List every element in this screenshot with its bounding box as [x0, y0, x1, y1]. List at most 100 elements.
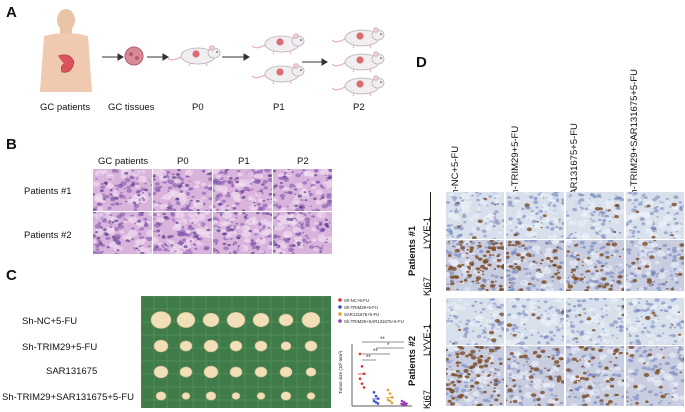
tumor — [280, 391, 292, 401]
significance-label: * — [387, 343, 390, 349]
label-p2: P2 — [353, 102, 365, 113]
ihc-image-r2-c3 — [566, 240, 624, 291]
ihc-image-r2-c1 — [446, 240, 504, 291]
data-point — [358, 352, 362, 356]
c-group-4: Sh-TRIM29+SAR131675+5-FU — [2, 392, 135, 403]
legend-label: SAR131675+5-FU — [344, 312, 379, 317]
legend-label: Sh-TRIM29+SAR131675+5-FU — [344, 319, 404, 324]
tumor — [176, 312, 196, 328]
mouse-p2a-icon — [331, 26, 385, 49]
tissue-icon — [124, 46, 144, 66]
panel-b-letter: B — [6, 136, 17, 153]
ihc-image-r4-c4 — [626, 346, 684, 406]
he-image-r2-c2 — [152, 211, 213, 255]
b-row-2: Patients #2 — [24, 230, 72, 241]
ihc-image-r1-c2 — [506, 192, 564, 239]
tumor — [202, 312, 220, 328]
panel-c-letter: C — [6, 267, 17, 284]
label-gc-patients: GC patients — [40, 102, 91, 113]
label-gc-tissues: GC tissues — [108, 102, 155, 113]
tumor — [179, 366, 193, 378]
tumor-size-scatter-chart: Sh-NC+5-FU Sh-TRIM29+5-FU SAR131675+5-FU Sh… — [338, 298, 412, 407]
b-col-gc: GC patients — [98, 156, 149, 167]
he-image-r1-c2 — [152, 168, 213, 212]
mouse-p1a-icon — [251, 32, 305, 55]
data-point — [388, 392, 392, 395]
d-patient-2: Patients #2 — [407, 335, 418, 386]
data-point — [374, 400, 378, 404]
d-patient-1: Patients #1 — [407, 225, 418, 276]
tumor — [181, 392, 191, 400]
tumor — [304, 340, 318, 352]
b-col-p0: P0 — [177, 156, 189, 167]
c-group-3: SAR131675 — [46, 366, 98, 377]
data-point — [402, 400, 406, 404]
data-point — [388, 399, 392, 403]
panel-d-letter: D — [416, 54, 427, 71]
tumor — [150, 311, 172, 329]
tumor — [301, 312, 321, 328]
ihc-image-r3-c3 — [566, 298, 624, 345]
tumor — [231, 392, 241, 400]
legend-marker — [338, 312, 342, 316]
d-stain-ki67-2: Ki67 — [422, 389, 433, 409]
ihc-image-r1-c4 — [626, 192, 684, 239]
data-point — [390, 401, 394, 405]
c-group-2: Sh-TRIM29+5-FU — [22, 342, 98, 353]
significance-label: ** — [366, 355, 371, 361]
mouse-p0-icon — [167, 44, 221, 67]
ihc-image-r1-c3 — [566, 192, 624, 239]
data-point — [400, 399, 404, 403]
data-point — [358, 377, 362, 381]
he-image-r1-c4 — [272, 168, 333, 212]
tumor — [256, 392, 266, 400]
ihc-image-r3-c1 — [446, 298, 504, 345]
label-p1: P1 — [273, 102, 285, 113]
legend-marker — [338, 319, 342, 323]
tumor-photo — [141, 296, 331, 408]
d-col-3: SAR131675+5-FU — [569, 123, 580, 201]
tumor — [153, 339, 169, 353]
data-point — [362, 386, 366, 389]
ihc-image-r2-c4 — [626, 240, 684, 291]
b-col-p1: P1 — [238, 156, 250, 167]
mouse-p1b-icon — [251, 62, 305, 85]
data-point — [402, 403, 406, 407]
ihc-image-r4-c2 — [506, 346, 564, 406]
tumor — [226, 312, 246, 328]
tumor — [203, 365, 219, 379]
c-group-1: Sh-NC+5-FU — [22, 316, 78, 327]
he-image-r1-c3 — [212, 168, 273, 212]
mouse-p2b-icon — [331, 50, 385, 73]
he-image-r2-c4 — [272, 211, 333, 255]
panel-a-letter: A — [6, 4, 17, 21]
panel-a-schematic — [40, 9, 385, 97]
data-point — [376, 402, 380, 405]
tumor — [254, 340, 268, 352]
data-point — [360, 365, 364, 368]
ihc-image-r2-c2 — [506, 240, 564, 291]
y-axis-label: Tumor size (10³ mm³) — [338, 350, 343, 394]
legend-marker — [338, 305, 342, 309]
ihc-image-r4-c3 — [566, 346, 624, 406]
tumor — [153, 365, 169, 379]
he-image-r1-c1 — [92, 168, 153, 212]
tumor — [278, 313, 294, 327]
tumor — [280, 341, 292, 351]
data-point — [404, 403, 408, 407]
tumor — [155, 391, 167, 401]
tumor — [229, 340, 243, 352]
ihc-image-r4-c1 — [446, 346, 504, 406]
data-point — [376, 397, 380, 400]
ihc-image-r3-c2 — [506, 298, 564, 345]
d-stain-ki67-1: Ki67 — [422, 276, 433, 296]
tumor — [229, 366, 243, 378]
legend-label: Sh-NC+5-FU — [344, 298, 369, 303]
mouse-p2c-icon — [331, 74, 385, 97]
data-point — [374, 394, 378, 398]
he-image-r2-c1 — [92, 211, 153, 255]
tumor — [279, 366, 293, 378]
data-point — [386, 398, 390, 402]
patient-figure — [40, 9, 92, 92]
he-image-r2-c3 — [212, 211, 273, 255]
